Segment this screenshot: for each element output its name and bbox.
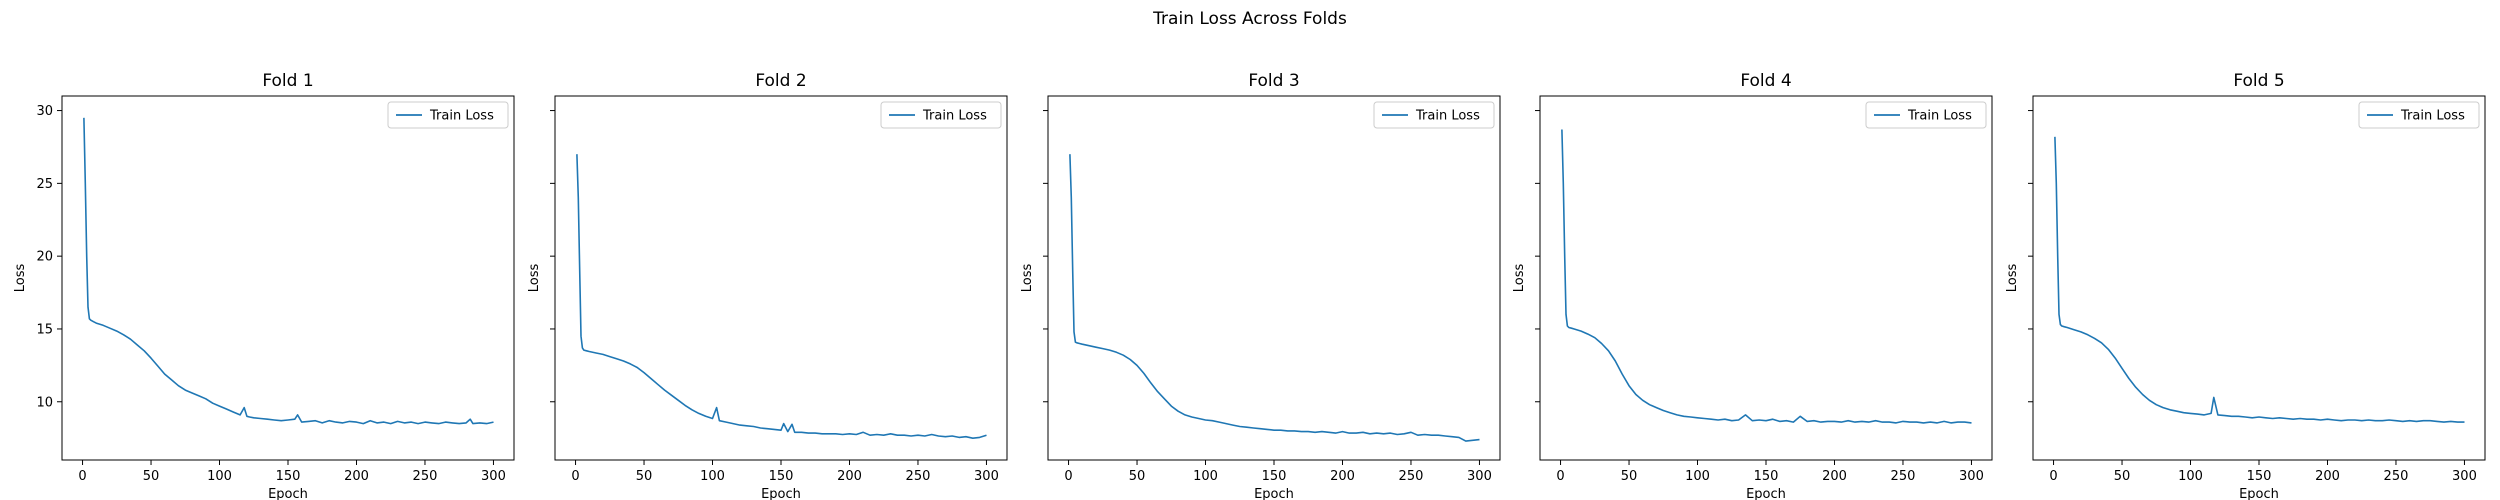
- y-axis-label: Loss: [2005, 264, 2020, 293]
- x-tick-label: 200: [1822, 469, 1847, 484]
- legend-box: [2358, 101, 2480, 129]
- panel-title: Fold 1: [262, 71, 313, 91]
- x-axis-label: Epoch: [1254, 487, 1294, 500]
- x-axis-label: Epoch: [1746, 487, 1786, 500]
- train-loss-line: [576, 154, 987, 439]
- x-tick-label: 0: [571, 469, 579, 484]
- x-axis-label: Epoch: [761, 487, 801, 500]
- legend: Train Loss: [387, 101, 509, 129]
- x-tick-label: 50: [2114, 469, 2131, 484]
- x-tick-label: 0: [1556, 469, 1564, 484]
- figure-suptitle: Train Loss Across Folds: [1152, 9, 1347, 29]
- x-axis-label: Epoch: [268, 487, 308, 500]
- panels: Fold 1 0 50 100 150 200 250 300 10 15 20 25 30 Epoch L…: [13, 71, 2486, 500]
- legend: Train Loss: [880, 101, 1002, 129]
- x-tick-label: 150: [2247, 469, 2272, 484]
- axes-frame: [2032, 95, 2486, 461]
- legend-label: Train Loss: [2400, 109, 2465, 124]
- x-tick-label: 250: [1399, 469, 1424, 484]
- x-tick-label: 250: [1891, 469, 1916, 484]
- y-tick-label: 25: [36, 177, 53, 192]
- x-tick-label: 50: [1129, 469, 1146, 484]
- x-tick-label: 100: [2178, 469, 2203, 484]
- x-tick-label: 250: [413, 469, 438, 484]
- panel-title: Fold 5: [2233, 71, 2284, 91]
- legend-box: [880, 101, 1002, 129]
- y-tick-label: 10: [36, 395, 53, 410]
- fold-2-panel: Fold 2 0 50 100 150 200 250 300 Epoch Loss Train L…: [527, 71, 1008, 500]
- panel-title: Fold 3: [1248, 71, 1299, 91]
- x-tick-label: 200: [837, 469, 862, 484]
- train-loss-line: [2054, 136, 2465, 423]
- y-axis-label: Loss: [527, 264, 542, 293]
- train-loss-line: [1069, 154, 1480, 442]
- legend: Train Loss: [1373, 101, 1495, 129]
- legend-label: Train Loss: [1907, 109, 1972, 124]
- legend: Train Loss: [2358, 101, 2480, 129]
- x-tick-label: 50: [143, 469, 160, 484]
- x-tick-label: 150: [1754, 469, 1779, 484]
- legend-box: [1373, 101, 1495, 129]
- x-tick-label: 50: [636, 469, 653, 484]
- x-tick-label: 100: [1685, 469, 1710, 484]
- fold-4-panel: Fold 4 0 50 100 150 200 250 300 Epoch Loss Train L…: [1512, 71, 1993, 500]
- fold-5-panel: Fold 5 0 50 100 150 200 250 300 Epoch Loss Train L…: [2005, 71, 2486, 500]
- fold-1-panel: Fold 1 0 50 100 150 200 250 300 10 15 20 25 30 Epoch L…: [13, 71, 515, 500]
- y-tick-label: 15: [36, 322, 53, 337]
- axes-frame: [1047, 95, 1501, 461]
- x-tick-label: 300: [481, 469, 506, 484]
- x-tick-label: 300: [2452, 469, 2477, 484]
- axes-frame: [554, 95, 1008, 461]
- x-tick-label: 0: [1064, 469, 1072, 484]
- y-axis-label: Loss: [1020, 264, 1035, 293]
- x-tick-label: 50: [1621, 469, 1638, 484]
- y-axis-label: Loss: [13, 264, 28, 293]
- y-axis-label: Loss: [1512, 264, 1527, 293]
- x-tick-label: 200: [2315, 469, 2340, 484]
- x-tick-label: 200: [1330, 469, 1355, 484]
- axes-frame: [61, 95, 515, 461]
- y-tick-label: 30: [36, 104, 53, 119]
- x-tick-label: 300: [974, 469, 999, 484]
- panel-title: Fold 4: [1740, 71, 1791, 91]
- x-tick-label: 200: [344, 469, 369, 484]
- fold-3-panel: Fold 3 0 50 100 150 200 250 300 Epoch Loss Train L…: [1020, 71, 1501, 500]
- train-loss-line: [1561, 129, 1972, 424]
- panel-title: Fold 2: [755, 71, 806, 91]
- legend-box: [1865, 101, 1987, 129]
- legend-label: Train Loss: [1415, 109, 1480, 124]
- legend-label: Train Loss: [429, 109, 494, 124]
- x-tick-label: 150: [769, 469, 794, 484]
- x-tick-label: 250: [906, 469, 931, 484]
- x-tick-label: 0: [78, 469, 86, 484]
- x-tick-label: 150: [1262, 469, 1287, 484]
- axes-frame: [1539, 95, 1993, 461]
- legend-label: Train Loss: [922, 109, 987, 124]
- x-tick-label: 100: [207, 469, 232, 484]
- x-tick-label: 300: [1959, 469, 1984, 484]
- x-tick-label: 250: [2384, 469, 2409, 484]
- x-axis-label: Epoch: [2239, 487, 2279, 500]
- x-tick-label: 100: [1193, 469, 1218, 484]
- x-tick-label: 0: [2049, 469, 2057, 484]
- x-tick-label: 150: [276, 469, 301, 484]
- train-loss-line: [83, 117, 494, 425]
- x-tick-label: 300: [1467, 469, 1492, 484]
- x-tick-label: 100: [700, 469, 725, 484]
- legend: Train Loss: [1865, 101, 1987, 129]
- y-tick-label: 20: [36, 250, 53, 265]
- legend-box: [387, 101, 509, 129]
